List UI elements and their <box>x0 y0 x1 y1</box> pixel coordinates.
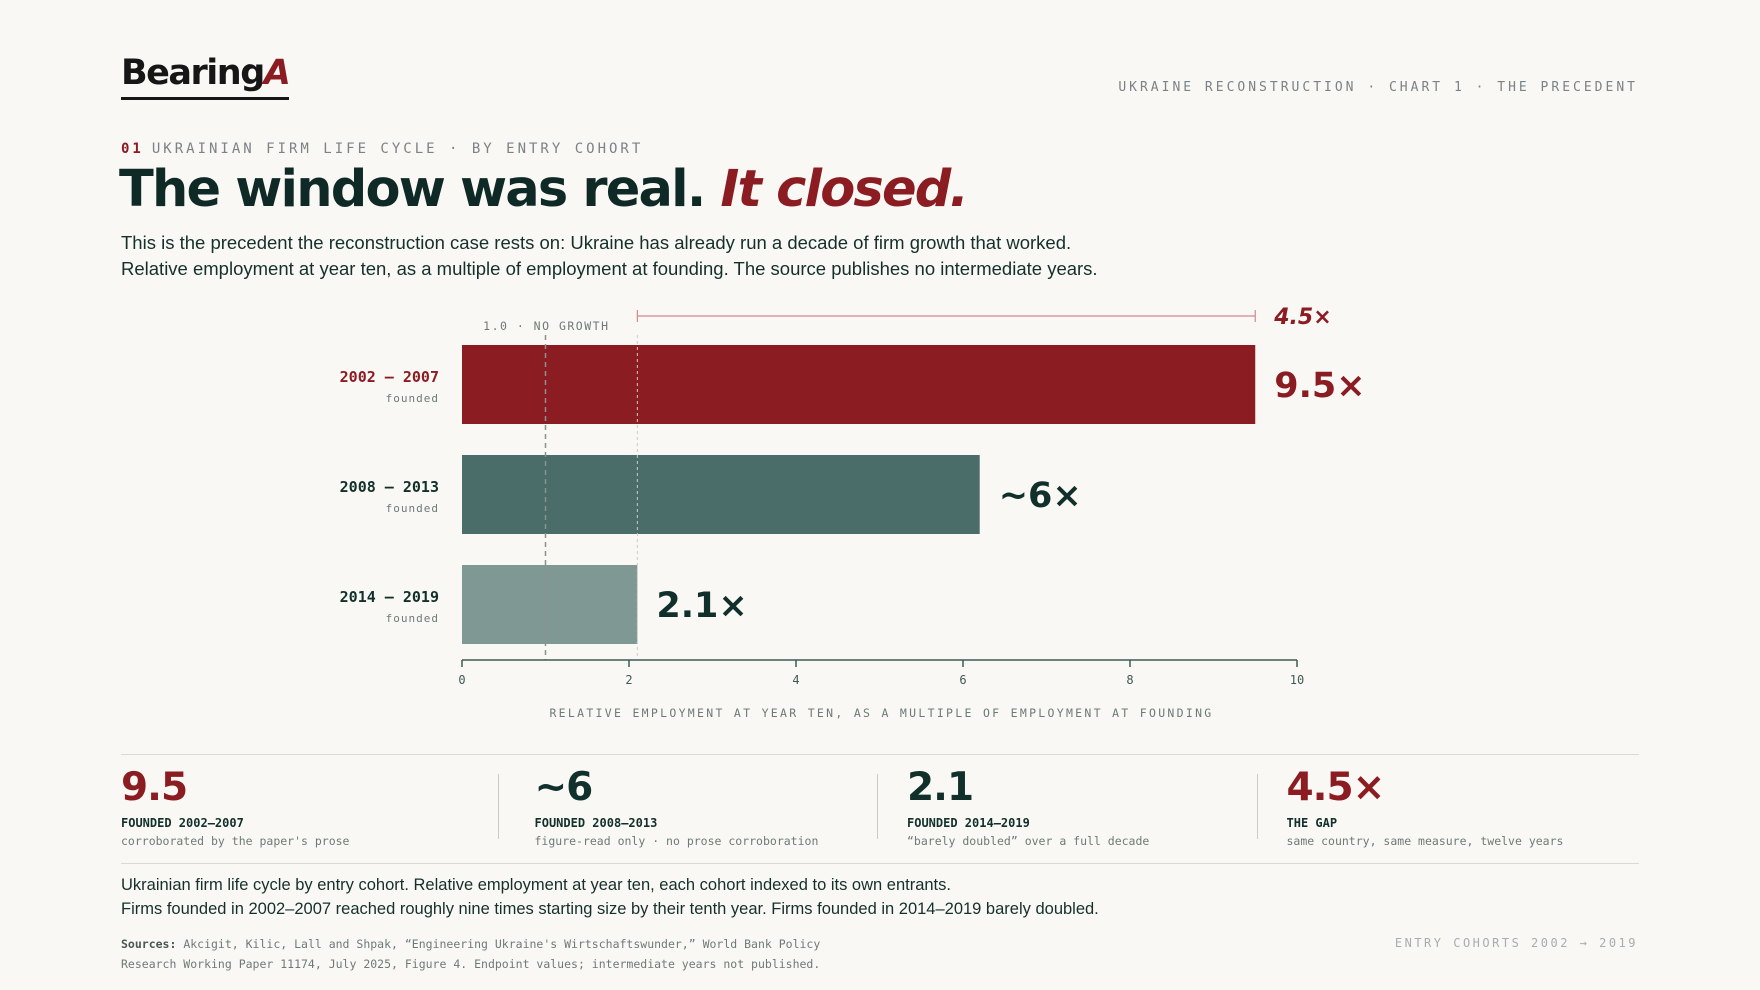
stat-value: 9.5 <box>121 765 188 810</box>
stat-divider <box>497 774 499 839</box>
reference-label: 1.0 · NO GROWTH <box>483 319 609 333</box>
stat-note: figure-read only · no prose corroboratio… <box>534 834 819 848</box>
eyebrow-text: UKRAINIAN FIRM LIFE CYCLE · BY ENTRY COH… <box>151 141 644 157</box>
logo-main: Bearing <box>121 53 265 93</box>
stat-card: 4.5× THE GAP same country, same measure, t… <box>1256 755 1640 863</box>
stats-row: 9.5 FOUNDED 2002–2007 corroborated by the … <box>121 754 1639 864</box>
category-sublabel: founded <box>386 502 439 515</box>
sources-line-2: Research Working Paper 11174, July 2025,… <box>121 957 821 971</box>
sources: Sources: Akcigit, Kilic, Lall and Shpak,… <box>121 934 820 974</box>
stat-divider <box>1256 774 1258 839</box>
sources-line-1: Akcigit, Kilic, Lall and Shpak, “Enginee… <box>176 937 821 951</box>
cohort-bar-chart: 2002 – 2007 founded 9.5× 2008 – 2013 founded… <box>340 305 1366 720</box>
caption-line-2: Firms founded in 2002–2007 reached rough… <box>121 900 1099 918</box>
x-tick-label: 8 <box>1126 673 1133 687</box>
stat-label: THE GAP <box>1286 816 1338 830</box>
stat-value: ~6 <box>534 765 594 810</box>
bar-1 <box>462 345 1256 424</box>
stat-card: 9.5 FOUNDED 2002–2007 corroborated by the … <box>121 755 501 863</box>
page-title: The window was real. It closed. <box>119 160 969 219</box>
x-tick-label: 6 <box>959 673 966 687</box>
stat-note: “barely doubled” over a full decade <box>907 834 1150 848</box>
bar-3 <box>462 565 638 644</box>
x-tick-label: 10 <box>1290 673 1304 687</box>
gap-label: 4.5× <box>1273 305 1331 330</box>
category-label: 2014 – 2019 <box>340 588 439 606</box>
stat-card: ~6 FOUNDED 2008–2013 figure-read only · no… <box>497 755 881 863</box>
stat-divider <box>877 774 878 839</box>
x-axis-title: RELATIVE EMPLOYMENT AT YEAR TEN, AS A MU… <box>549 706 1213 720</box>
stat-label: FOUNDED 2008–2013 <box>534 816 658 830</box>
stat-label: FOUNDED 2002–2007 <box>121 816 244 830</box>
eyebrow: 01 UKRAINIAN FIRM LIFE CYCLE · BY ENTRY C… <box>121 141 643 157</box>
x-tick-label: 2 <box>625 673 632 687</box>
stat-note: same country, same measure, twelve years <box>1286 834 1564 848</box>
category-label: 2008 – 2013 <box>340 478 439 496</box>
brand-logo: BearingA <box>121 53 291 100</box>
header-meta: UKRAINE RECONSTRUCTION · CHART 1 · THE P… <box>1118 80 1638 95</box>
sources-label: Sources: <box>121 937 177 951</box>
value-label: 2.1× <box>656 586 747 626</box>
intro: This is the precedent the reconstruction… <box>121 230 1098 282</box>
chart-caption: Ukrainian firm life cycle by entry cohor… <box>121 873 1099 921</box>
stat-label: FOUNDED 2014–2019 <box>907 816 1030 830</box>
stat-value: 2.1 <box>907 765 974 810</box>
x-tick-label: 0 <box>458 673 465 687</box>
value-label: ~6× <box>999 476 1082 516</box>
stat-card: 2.1 FOUNDED 2014–2019 “barely doubled” ove… <box>877 755 1260 863</box>
stat-value: 4.5× <box>1286 765 1386 810</box>
category-sublabel: founded <box>386 612 439 625</box>
intro-line-2: Relative employment at year ten, as a mu… <box>121 258 1098 279</box>
bar-2 <box>462 455 980 534</box>
caption-line-1: Ukrainian firm life cycle by entry cohor… <box>121 876 951 894</box>
footer-range: ENTRY COHORTS 2002 → 2019 <box>1394 936 1638 950</box>
intro-line-1: This is the precedent the reconstruction… <box>121 232 1072 253</box>
category-label: 2002 – 2007 <box>340 368 439 386</box>
eyebrow-number: 01 <box>121 141 144 157</box>
stat-note: corroborated by the paper's prose <box>121 834 350 848</box>
logo-accent: A <box>263 53 291 93</box>
value-label: 9.5× <box>1274 366 1365 406</box>
category-sublabel: founded <box>386 392 439 405</box>
headline-main: The window was real. <box>119 160 721 219</box>
headline-emphasis: It closed. <box>720 160 968 219</box>
x-tick-label: 4 <box>792 673 799 687</box>
